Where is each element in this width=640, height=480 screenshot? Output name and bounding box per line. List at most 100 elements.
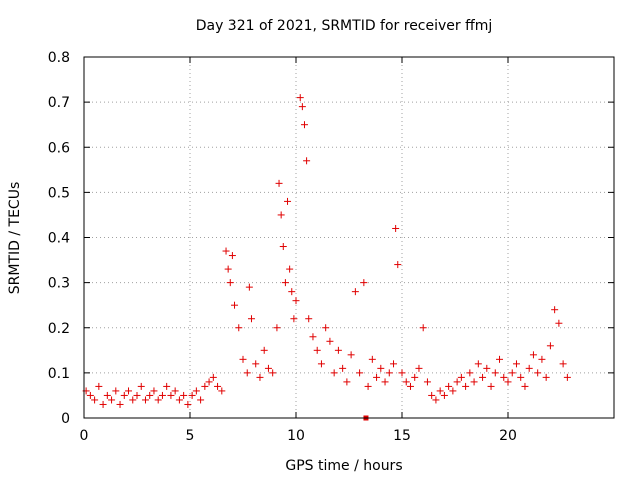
data-point bbox=[288, 288, 296, 296]
data-point bbox=[364, 382, 372, 390]
data-point bbox=[529, 351, 537, 359]
data-point bbox=[517, 373, 525, 381]
data-point bbox=[224, 265, 232, 273]
x-axis-label: GPS time / hours bbox=[285, 458, 402, 474]
data-point bbox=[491, 369, 499, 377]
data-point bbox=[303, 157, 311, 165]
data-point bbox=[292, 297, 300, 305]
data-point bbox=[368, 355, 376, 363]
data-point bbox=[269, 369, 277, 377]
data-point bbox=[381, 378, 389, 386]
data-point bbox=[180, 391, 188, 399]
data-point bbox=[309, 333, 317, 341]
data-point bbox=[154, 396, 162, 404]
data-point bbox=[260, 346, 268, 354]
data-point bbox=[275, 179, 283, 187]
data-point bbox=[470, 378, 478, 386]
data-point bbox=[137, 382, 145, 390]
data-point bbox=[496, 355, 504, 363]
data-point bbox=[398, 369, 406, 377]
x-tick-label: 5 bbox=[186, 428, 195, 444]
data-point bbox=[146, 391, 154, 399]
data-point bbox=[415, 364, 423, 372]
data-point bbox=[273, 324, 281, 332]
data-point bbox=[563, 373, 571, 381]
data-point bbox=[445, 382, 453, 390]
data-point bbox=[521, 382, 529, 390]
data-point bbox=[163, 382, 171, 390]
data-point bbox=[534, 369, 542, 377]
data-point bbox=[281, 279, 289, 287]
data-point bbox=[411, 373, 419, 381]
data-point bbox=[277, 211, 285, 219]
data-point bbox=[235, 324, 243, 332]
data-point bbox=[436, 387, 444, 395]
axis-ticks: 0 5 10 15 20 0 0.1 0.2 0.3 0.4 0.5 0.6 0.7 0.8 bbox=[48, 50, 614, 444]
data-point bbox=[551, 306, 559, 314]
data-point bbox=[108, 396, 116, 404]
data-point bbox=[286, 265, 294, 273]
data-point bbox=[423, 378, 431, 386]
data-point bbox=[218, 387, 226, 395]
data-point bbox=[339, 364, 347, 372]
data-point bbox=[116, 400, 124, 408]
data-point bbox=[252, 360, 260, 368]
data-point bbox=[228, 252, 236, 260]
y-tick-label: 0.5 bbox=[48, 185, 70, 201]
y-tick-label: 0.3 bbox=[48, 276, 70, 292]
y-tick-label: 0.1 bbox=[48, 366, 70, 382]
data-point bbox=[402, 378, 410, 386]
data-point bbox=[171, 387, 179, 395]
data-point bbox=[298, 103, 306, 111]
data-point bbox=[284, 197, 292, 205]
grid-lines bbox=[84, 57, 614, 418]
data-point bbox=[512, 360, 520, 368]
data-point bbox=[197, 396, 205, 404]
data-point bbox=[133, 391, 141, 399]
data-point bbox=[86, 391, 94, 399]
data-point bbox=[343, 378, 351, 386]
x-tick-label: 15 bbox=[393, 428, 411, 444]
data-point bbox=[347, 351, 355, 359]
data-point bbox=[377, 364, 385, 372]
y-axis-label: SRMTID / TECUs bbox=[7, 182, 23, 295]
data-point bbox=[394, 261, 402, 269]
data-point bbox=[103, 391, 111, 399]
data-point bbox=[222, 247, 230, 255]
data-point bbox=[508, 369, 516, 377]
data-point bbox=[538, 355, 546, 363]
data-point bbox=[313, 346, 321, 354]
data-point bbox=[500, 373, 508, 381]
data-point bbox=[555, 319, 563, 327]
data-point bbox=[474, 360, 482, 368]
data-point bbox=[243, 369, 251, 377]
data-point bbox=[150, 387, 158, 395]
data-point bbox=[428, 391, 436, 399]
data-point bbox=[247, 315, 255, 323]
data-point bbox=[487, 382, 495, 390]
data-point bbox=[158, 391, 166, 399]
data-point bbox=[559, 360, 567, 368]
data-point bbox=[226, 279, 234, 287]
chart-title: Day 321 of 2021, SRMTID for receiver ffm… bbox=[196, 18, 493, 34]
data-point bbox=[209, 373, 217, 381]
data-point bbox=[129, 396, 137, 404]
data-point bbox=[141, 396, 149, 404]
data-point bbox=[449, 387, 457, 395]
data-point bbox=[330, 369, 338, 377]
data-point bbox=[99, 400, 107, 408]
data-point bbox=[167, 391, 175, 399]
data-point bbox=[317, 360, 325, 368]
data-point bbox=[392, 224, 400, 232]
data-point bbox=[175, 396, 183, 404]
data-point bbox=[120, 391, 128, 399]
data-point bbox=[112, 387, 120, 395]
data-point bbox=[479, 373, 487, 381]
data-point bbox=[322, 324, 330, 332]
y-tick-label: 0.4 bbox=[48, 231, 70, 247]
data-point bbox=[440, 391, 448, 399]
data-point bbox=[419, 324, 427, 332]
data-point bbox=[305, 315, 313, 323]
